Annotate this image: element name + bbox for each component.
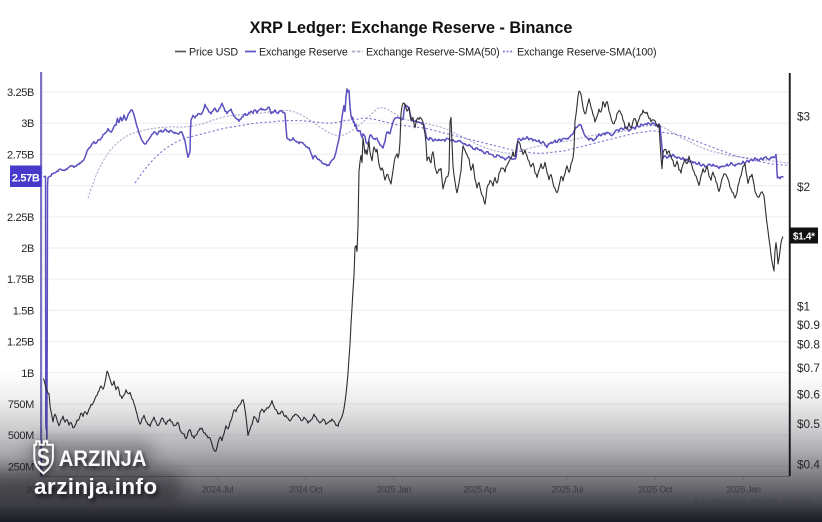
svg-text:Exchange Reserve-SMA(100): Exchange Reserve-SMA(100) [517, 47, 656, 59]
svg-text:1.25B: 1.25B [7, 337, 34, 349]
svg-text:ARZINJA: ARZINJA [59, 446, 147, 471]
svg-text:250M: 250M [8, 461, 34, 473]
svg-text:2026 Jan: 2026 Jan [726, 485, 761, 495]
svg-text:$0.8: $0.8 [797, 338, 820, 352]
svg-text:© CryptoQuant. All rights rese: © CryptoQuant. All rights reserved [694, 498, 812, 507]
svg-text:$3: $3 [797, 110, 811, 124]
svg-text:$0.4: $0.4 [797, 458, 820, 472]
svg-text:1.5B: 1.5B [13, 305, 34, 317]
svg-text:XRP Ledger: Exchange Reserve -: XRP Ledger: Exchange Reserve - Binance [250, 19, 573, 37]
svg-text:2.75B: 2.75B [7, 149, 34, 161]
svg-text:Exchange Reserve: Exchange Reserve [259, 47, 348, 59]
svg-text:$2: $2 [797, 180, 810, 194]
svg-text:$0.6: $0.6 [797, 388, 820, 402]
svg-text:500M: 500M [8, 430, 34, 442]
svg-text:3.25B: 3.25B [7, 87, 34, 99]
svg-text:$0.5: $0.5 [797, 417, 820, 431]
svg-text:$0.7: $0.7 [797, 361, 820, 375]
svg-text:2B: 2B [21, 243, 34, 255]
svg-text:$1.4*: $1.4* [793, 232, 815, 243]
svg-text:$1: $1 [797, 300, 810, 314]
svg-text:Exchange Reserve-SMA(50): Exchange Reserve-SMA(50) [366, 47, 500, 59]
svg-text:2.25B: 2.25B [7, 212, 34, 224]
svg-text:1.75B: 1.75B [7, 274, 34, 286]
svg-text:1B: 1B [21, 368, 34, 380]
svg-text:arzinja.info: arzinja.info [34, 474, 158, 499]
svg-text:2024 Oct: 2024 Oct [289, 485, 324, 495]
svg-text:2025 Jul: 2025 Jul [552, 485, 584, 495]
svg-text:2024 Jul: 2024 Jul [202, 485, 234, 495]
svg-text:2.57B: 2.57B [12, 173, 40, 185]
svg-text:2025 Jan: 2025 Jan [377, 485, 412, 495]
svg-text:2025 Apr: 2025 Apr [463, 485, 497, 495]
svg-text:S: S [37, 443, 50, 471]
svg-text:750M: 750M [8, 399, 34, 411]
svg-text:$0.9: $0.9 [797, 318, 820, 332]
svg-text:2025 Oct: 2025 Oct [638, 485, 673, 495]
svg-text:3B: 3B [21, 118, 34, 130]
svg-text:Price USD: Price USD [189, 47, 238, 59]
